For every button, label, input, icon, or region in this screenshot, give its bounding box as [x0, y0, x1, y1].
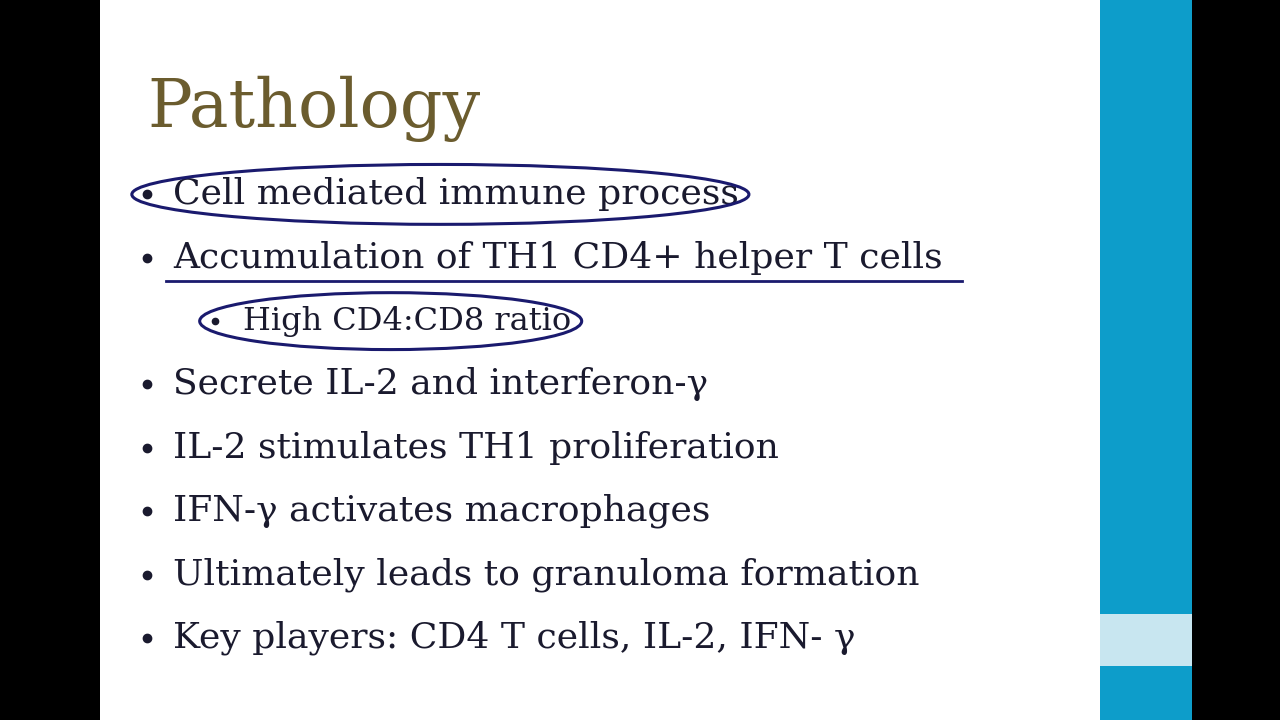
Text: High CD4:CD8 ratio: High CD4:CD8 ratio [243, 305, 571, 337]
Bar [1100, 666, 1192, 720]
Text: Accumulation of TH1 CD4+ helper T cells: Accumulation of TH1 CD4+ helper T cells [173, 240, 942, 275]
Text: Ultimately leads to granuloma formation: Ultimately leads to granuloma formation [173, 557, 919, 592]
Bar [1192, 0, 1280, 720]
Text: Secrete IL-2 and interferon-γ: Secrete IL-2 and interferon-γ [173, 367, 708, 402]
Text: Cell mediated immune process: Cell mediated immune process [173, 177, 739, 212]
Text: IL-2 stimulates TH1 proliferation: IL-2 stimulates TH1 proliferation [173, 431, 778, 465]
Text: Key players: CD4 T cells, IL-2, IFN- γ: Key players: CD4 T cells, IL-2, IFN- γ [173, 621, 855, 655]
Bar [1100, 614, 1192, 666]
Text: Pathology: Pathology [147, 76, 480, 142]
Bar [1100, 0, 1192, 614]
Text: IFN-γ activates macrophages: IFN-γ activates macrophages [173, 494, 710, 528]
Bar [0, 0, 100, 720]
